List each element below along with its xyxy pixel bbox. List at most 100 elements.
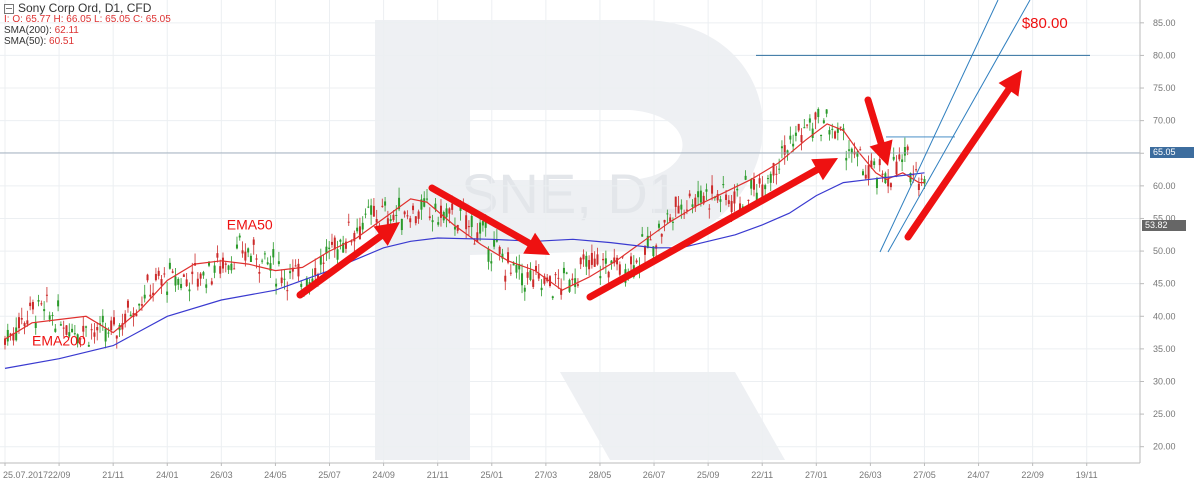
candle-body (221, 257, 224, 269)
sma50-readout: SMA(50): 60.51 (4, 36, 171, 47)
candle-body (57, 300, 60, 307)
candle-body (115, 335, 118, 339)
sma200-readout: SMA(200): 62.11 (4, 25, 171, 36)
collapse-icon[interactable] (4, 3, 14, 14)
candle-body (258, 271, 261, 274)
candle-body (481, 221, 484, 226)
candle-body (646, 235, 649, 249)
grid (0, 0, 1140, 463)
candle-body (166, 291, 169, 295)
candle-body (82, 325, 85, 332)
candle-body (688, 193, 691, 197)
arrow-shaft (296, 232, 385, 299)
candle-body (291, 267, 294, 272)
candle-body (730, 201, 733, 212)
candle-body (76, 334, 79, 344)
candle-body (643, 245, 646, 255)
candle-body (716, 193, 719, 201)
candle-body (864, 174, 867, 179)
candle-body (101, 315, 104, 323)
ohlc-readout: I: O: 65.77 H: 66.05 L: 65.05 C: 65.05 (4, 14, 171, 25)
candle-body (764, 185, 767, 190)
candle-body (484, 220, 487, 228)
x-tick-label: 25/01 (481, 470, 504, 480)
candle-body (372, 205, 375, 217)
crosshair-price-tag[interactable]: 53.82 (1142, 220, 1186, 232)
candle-body (680, 204, 683, 210)
candle-body (370, 205, 373, 215)
candle-body (110, 320, 113, 331)
y-tick-label: 30.00 (1153, 376, 1176, 386)
candle-body (778, 168, 781, 170)
candle-body (560, 288, 563, 295)
arrow-shaft (864, 96, 885, 147)
watermark-text: SNE, D1 (461, 162, 679, 225)
candle-body (333, 237, 336, 250)
candle-body (350, 241, 353, 243)
drawings: EMA50 EMA200 $80.00 (0, 0, 1140, 349)
candle-body (314, 268, 317, 276)
candle-body (275, 283, 278, 287)
candle-body (104, 328, 107, 342)
candle-body (551, 296, 554, 299)
candle-body (613, 257, 616, 264)
candle-body (143, 294, 146, 299)
candle-body (512, 263, 515, 266)
candle-body (177, 278, 180, 285)
candle-body (445, 208, 448, 218)
y-tick-label: 75.00 (1153, 83, 1176, 93)
candle-body (750, 179, 753, 189)
arrow-head (811, 158, 838, 181)
candle-body (915, 169, 918, 171)
candle-body (34, 322, 37, 329)
x-tick-label: 25/07 (318, 470, 341, 480)
arrow-up-target (904, 70, 1022, 241)
candle-body (775, 173, 778, 175)
candle-body (845, 157, 848, 161)
candle-body (618, 264, 621, 275)
candle-body (180, 284, 183, 289)
candle-body (529, 270, 532, 280)
candle-body (554, 274, 557, 276)
candle-body (191, 271, 194, 275)
y-tick-label: 20.00 (1153, 442, 1176, 452)
candle-body (417, 211, 420, 219)
arrow-up-1 (296, 222, 400, 299)
candle-body (783, 145, 786, 155)
candle-body (4, 338, 6, 345)
y-tick-label: 55.00 (1153, 213, 1176, 223)
candle-body (171, 271, 174, 273)
candle-body (490, 261, 493, 264)
candle-body (149, 294, 152, 297)
candle-body (507, 252, 510, 263)
candle-body (543, 276, 546, 284)
candle-body (395, 214, 398, 216)
candle-body (828, 130, 831, 135)
candle-body (202, 272, 205, 276)
candle-body (358, 226, 361, 240)
candle-body (641, 234, 644, 237)
candle-body (90, 329, 93, 331)
candle-body (272, 249, 275, 258)
candle-body (599, 276, 602, 279)
candle-body (602, 258, 605, 261)
candle-body (297, 263, 300, 277)
candle-body (182, 274, 185, 277)
candle-body (521, 273, 524, 286)
candle-body (384, 201, 387, 206)
candle-body (806, 124, 809, 126)
annotation-label: EMA50 (227, 217, 273, 233)
candle-body (923, 179, 926, 184)
candle-body (797, 123, 800, 131)
candle-body (758, 178, 761, 184)
candle-body (568, 279, 571, 292)
candle-body (705, 189, 708, 192)
candle-body (878, 159, 881, 166)
series-lines (4, 123, 925, 369)
candle-body (45, 294, 48, 296)
candle-body (789, 135, 792, 140)
x-tick-label: 22/09 (48, 470, 71, 480)
candle-body (465, 215, 468, 230)
candle-body (752, 179, 755, 190)
candle-body (630, 256, 633, 265)
